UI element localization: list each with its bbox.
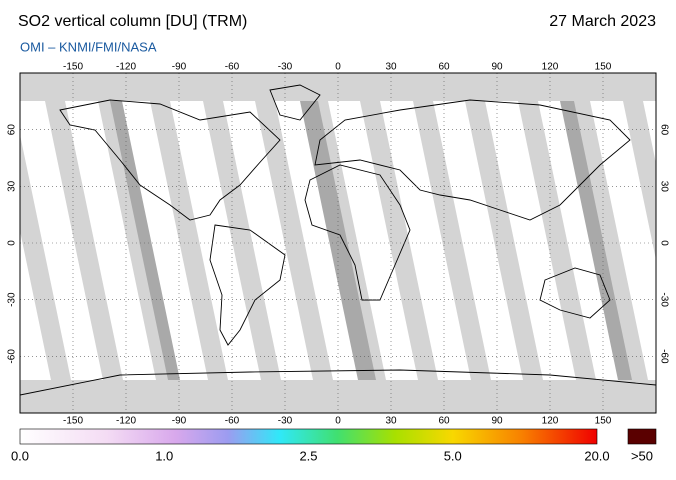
greenland — [269, 84, 321, 121]
swaths — [20, 101, 656, 380]
lon-label-top: -90 — [172, 62, 187, 73]
date: 27 March 2023 — [549, 13, 656, 30]
eurasia — [314, 99, 631, 221]
lon-label-bottom: -90 — [172, 416, 187, 427]
north-america — [59, 99, 281, 221]
lon-label-bottom: -150 — [63, 416, 83, 427]
colorbar-label: 1.0 — [155, 448, 173, 463]
lon-label-top: -60 — [225, 62, 240, 73]
lon-label-bottom: 90 — [491, 416, 503, 427]
lon-label-top: 0 — [335, 62, 341, 73]
colorbar-label: 20.0 — [584, 448, 609, 463]
lon-label-bottom: 0 — [335, 416, 341, 427]
lon-label-bottom: 150 — [595, 416, 612, 427]
lat-label-right: 0 — [658, 240, 669, 246]
lat-label-left: -60 — [7, 349, 18, 364]
colorbar-label: 0.0 — [11, 448, 29, 463]
polar-south — [20, 380, 656, 413]
lon-label-bottom: -30 — [278, 416, 293, 427]
lon-label-bottom: 30 — [385, 416, 397, 427]
swath-edge — [570, 101, 648, 380]
swath-gap — [110, 101, 180, 380]
tick-labels: -150 -150 -120 -120 -90 -90 -60 -60 -30 -30 0 0 30 30… — [7, 62, 670, 427]
swath-edge — [518, 101, 596, 380]
lon-label-top: 150 — [595, 62, 612, 73]
map-frame — [19, 72, 657, 414]
lon-label-top: -30 — [278, 62, 293, 73]
lon-label-bottom: -120 — [116, 416, 136, 427]
lon-label-top: 120 — [542, 62, 559, 73]
lon-label-top: 90 — [491, 62, 503, 73]
antarctica — [20, 369, 656, 396]
colorbar-label: 2.5 — [299, 448, 317, 463]
title: SO2 vertical column [DU] (TRM) — [18, 13, 247, 30]
lat-label-left: 60 — [7, 124, 18, 136]
swath-gap — [560, 101, 632, 380]
swath-edge — [465, 101, 543, 380]
lon-label-top: 30 — [385, 62, 397, 73]
lon-label-top: -120 — [116, 62, 136, 73]
lat-label-right: -30 — [658, 292, 669, 307]
colorbar — [19, 428, 598, 445]
swath-edge — [203, 101, 281, 380]
map — [20, 73, 656, 413]
africa — [304, 164, 411, 301]
lon-label-bottom: 120 — [542, 416, 559, 427]
lon-label-bottom: 60 — [438, 416, 450, 427]
colorbar-label: 5.0 — [444, 448, 462, 463]
lon-label-top: 60 — [438, 62, 450, 73]
lon-label-bottom: -60 — [225, 416, 240, 427]
credit: OMI – KNMI/FMI/NASA — [20, 39, 157, 54]
graticule — [20, 73, 656, 413]
lon-label-top: -150 — [63, 62, 83, 73]
lat-label-left: -30 — [7, 292, 18, 307]
lat-label-left: 30 — [7, 180, 18, 192]
swath-edge — [150, 101, 228, 380]
lat-label-left: 0 — [7, 240, 18, 246]
swath-edge — [20, 134, 71, 380]
lat-label-right: 60 — [658, 124, 669, 136]
coastlines — [20, 84, 656, 396]
colorbar-overflow — [627, 428, 657, 445]
lat-label-right: 30 — [658, 181, 669, 193]
swath-edge — [623, 101, 656, 260]
colorbar-overflow-label: >50 — [631, 448, 653, 463]
south-america — [209, 224, 286, 346]
colorbar-labels: 0.0 1.0 2.5 5.0 20.0 — [11, 448, 610, 463]
australia — [539, 267, 611, 319]
lat-label-right: -60 — [658, 349, 669, 364]
swath-edge — [360, 101, 438, 380]
swath-edge — [45, 101, 123, 380]
swath-edge — [413, 101, 491, 380]
swath-edge — [255, 101, 333, 380]
swath-gap — [300, 101, 376, 380]
